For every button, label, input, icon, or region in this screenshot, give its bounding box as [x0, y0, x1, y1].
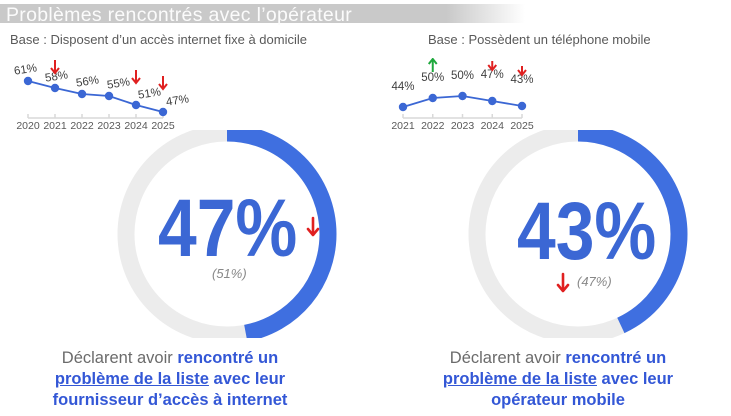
svg-text:61%: 61% [13, 62, 38, 77]
svg-text:55%: 55% [106, 76, 131, 91]
svg-text:47%: 47% [165, 93, 190, 108]
svg-text:44%: 44% [391, 81, 414, 93]
svg-text:50%: 50% [451, 70, 474, 82]
svg-text:51%: 51% [137, 86, 162, 101]
svg-text:50%: 50% [421, 72, 444, 84]
svg-text:56%: 56% [75, 74, 100, 89]
